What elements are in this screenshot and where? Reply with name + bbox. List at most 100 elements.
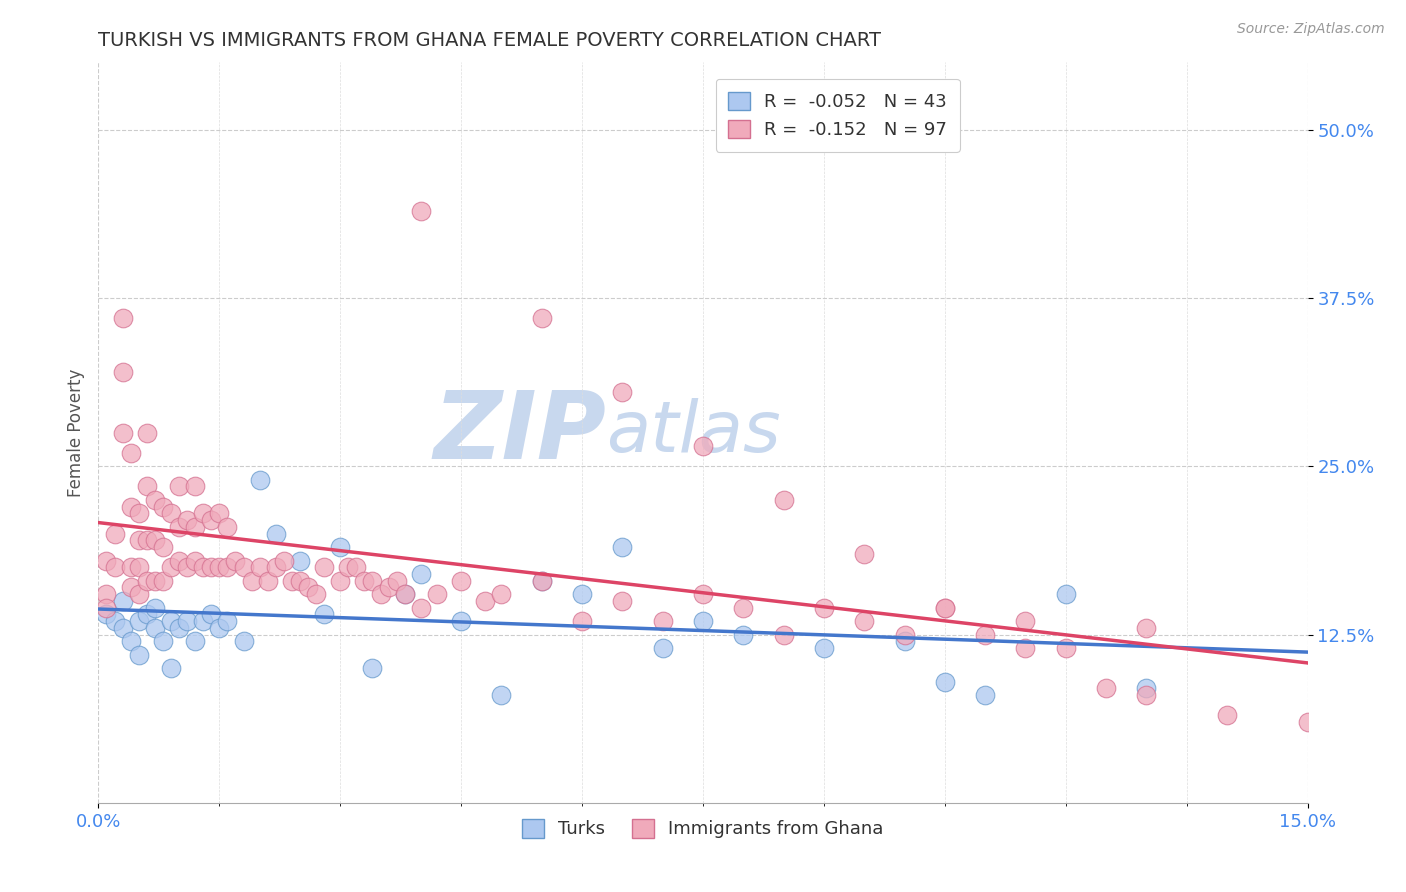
Point [934, 600, 956, 615]
Point [329, 574, 352, 588]
Point [143, 574, 166, 588]
Point [96, 600, 118, 615]
Point [128, 587, 150, 601]
Point [612, 385, 634, 400]
Point [160, 661, 183, 675]
Point [1216, 708, 1239, 723]
Point [813, 600, 835, 615]
Point [361, 661, 384, 675]
Point [934, 600, 956, 615]
Point [217, 520, 239, 534]
Point [208, 621, 231, 635]
Point [152, 500, 174, 514]
Point [160, 507, 183, 521]
Point [135, 574, 157, 588]
Point [143, 533, 166, 548]
Point [288, 574, 311, 588]
Point [200, 607, 222, 622]
Point [450, 614, 472, 628]
Point [193, 507, 215, 521]
Point [103, 526, 125, 541]
Point [193, 560, 215, 574]
Point [96, 607, 118, 622]
Point [208, 507, 231, 521]
Point [135, 479, 157, 493]
Point [1296, 714, 1319, 729]
Point [491, 688, 513, 702]
Point [974, 627, 997, 641]
Point [612, 540, 634, 554]
Point [176, 614, 198, 628]
Point [249, 560, 271, 574]
Point [1095, 681, 1118, 696]
Point [853, 614, 876, 628]
Point [256, 574, 278, 588]
Point [152, 574, 174, 588]
Point [377, 581, 399, 595]
Point [813, 640, 835, 655]
Point [353, 574, 375, 588]
Point [120, 634, 142, 648]
Point [733, 600, 755, 615]
Point [232, 560, 254, 574]
Point [1135, 621, 1157, 635]
Point [152, 634, 174, 648]
Point [853, 547, 876, 561]
Point [530, 574, 553, 588]
Point [1054, 640, 1077, 655]
Point [305, 587, 328, 601]
Point [120, 446, 142, 460]
Point [934, 674, 956, 689]
Point [329, 540, 352, 554]
Point [651, 614, 673, 628]
Point [344, 560, 367, 574]
Point [1014, 640, 1036, 655]
Point [370, 587, 392, 601]
Point [893, 627, 915, 641]
Point [128, 560, 150, 574]
Point [409, 600, 432, 615]
Point [692, 439, 714, 453]
Point [426, 587, 449, 601]
Point [273, 553, 295, 567]
Point [111, 425, 134, 440]
Point [1054, 587, 1077, 601]
Point [893, 634, 915, 648]
Point [200, 513, 222, 527]
Point [232, 634, 254, 648]
Point [184, 520, 207, 534]
Point [361, 574, 384, 588]
Point [571, 614, 593, 628]
Point [314, 560, 336, 574]
Point [143, 600, 166, 615]
Point [111, 311, 134, 326]
Point [224, 553, 246, 567]
Point [974, 688, 997, 702]
Text: atlas: atlas [606, 398, 780, 467]
Point [120, 560, 142, 574]
Point [692, 587, 714, 601]
Point [217, 614, 239, 628]
Point [143, 621, 166, 635]
Y-axis label: Female Poverty: Female Poverty [66, 368, 84, 497]
Point [152, 540, 174, 554]
Point [167, 621, 190, 635]
Point [120, 500, 142, 514]
Point [288, 553, 311, 567]
Point [217, 560, 239, 574]
Point [96, 587, 118, 601]
Point [111, 621, 134, 635]
Text: TURKISH VS IMMIGRANTS FROM GHANA FEMALE POVERTY CORRELATION CHART: TURKISH VS IMMIGRANTS FROM GHANA FEMALE … [98, 30, 882, 50]
Point [1135, 681, 1157, 696]
Point [450, 574, 472, 588]
Point [264, 526, 287, 541]
Point [394, 587, 416, 601]
Point [135, 533, 157, 548]
Point [120, 581, 142, 595]
Point [772, 492, 794, 507]
Point [160, 560, 183, 574]
Point [281, 574, 304, 588]
Point [530, 311, 553, 326]
Point [103, 560, 125, 574]
Point [128, 648, 150, 662]
